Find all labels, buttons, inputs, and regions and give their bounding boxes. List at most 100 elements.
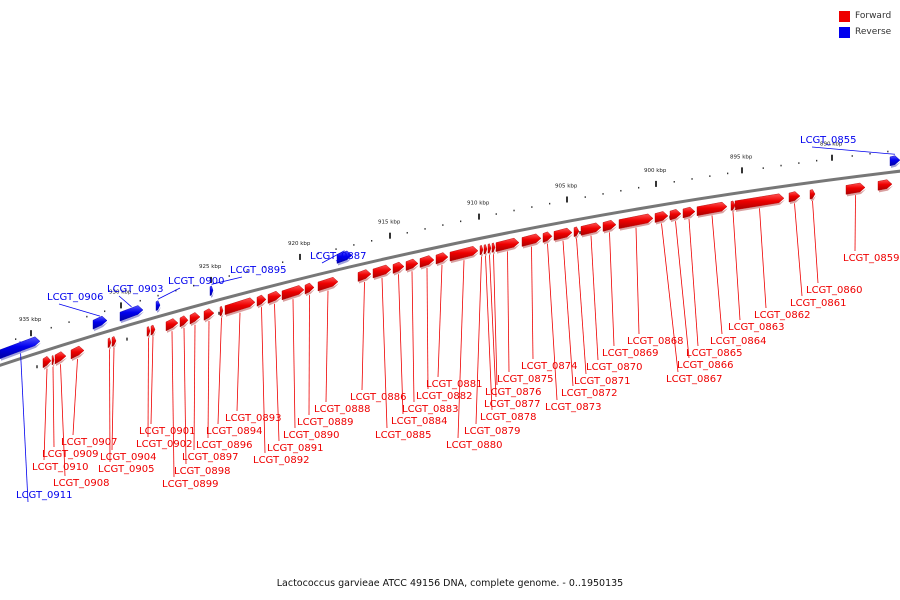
- forward-gene[interactable]: [372, 264, 392, 279]
- reverse-gene[interactable]: [119, 305, 144, 322]
- forward-gene[interactable]: [189, 312, 201, 325]
- gene-label: LCGT_0875: [497, 374, 554, 385]
- forward-gene[interactable]: [219, 305, 224, 317]
- forward-gene[interactable]: [669, 209, 682, 221]
- minor-tick: [460, 220, 462, 223]
- gene-shadow: [575, 232, 580, 239]
- gene-label: LCGT_0904: [100, 452, 157, 463]
- gene-shadow: [94, 322, 108, 332]
- forward-gene[interactable]: [357, 269, 372, 282]
- gene-label: LCGT_0887: [310, 251, 367, 262]
- leader-line: [308, 295, 310, 416]
- leader-line: [60, 364, 66, 477]
- forward-gene[interactable]: [877, 179, 893, 191]
- forward-gene[interactable]: [809, 189, 816, 200]
- minor-tick: [193, 284, 195, 287]
- leader-line: [547, 243, 558, 401]
- gene-label: LCGT_0874: [521, 361, 578, 372]
- reverse-gene[interactable]: [155, 300, 161, 312]
- forward-gene[interactable]: [281, 285, 305, 301]
- forward-gene[interactable]: [107, 337, 112, 349]
- reverse-gene[interactable]: [92, 315, 108, 330]
- forward-gene[interactable]: [203, 308, 215, 321]
- forward-gene[interactable]: [542, 231, 553, 243]
- forward-gene[interactable]: [487, 243, 492, 254]
- forward-gene[interactable]: [483, 244, 488, 255]
- forward-gene[interactable]: [165, 318, 179, 332]
- gene-label: LCGT_0889: [297, 417, 354, 428]
- leader-line: [688, 218, 699, 347]
- minor-tick: [335, 248, 337, 250]
- forward-gene[interactable]: [845, 182, 866, 195]
- forward-gene[interactable]: [573, 226, 580, 237]
- gene-shadow: [451, 252, 479, 264]
- minor-tick: [15, 338, 17, 340]
- forward-gene[interactable]: [419, 255, 435, 268]
- gene-shadow: [306, 288, 315, 297]
- reverse-gene[interactable]: [0, 336, 41, 360]
- forward-gene[interactable]: [553, 227, 573, 241]
- forward-gene[interactable]: [146, 326, 151, 337]
- forward-gene[interactable]: [654, 211, 669, 223]
- forward-gene[interactable]: [682, 206, 696, 219]
- minor-tick: [887, 150, 889, 153]
- forward-gene[interactable]: [730, 200, 736, 211]
- forward-gene[interactable]: [405, 258, 419, 271]
- minor-tick: [175, 289, 177, 292]
- leader-line: [193, 324, 196, 451]
- gene-label: LCGT_0863: [728, 322, 785, 333]
- leader-line: [411, 271, 415, 403]
- gene-label: LCGT_0909: [42, 449, 99, 460]
- leader-line: [43, 368, 48, 461]
- reverse-gene[interactable]: [209, 285, 214, 297]
- forward-gene[interactable]: [42, 356, 52, 369]
- forward-gene[interactable]: [256, 294, 267, 307]
- forward-gene[interactable]: [51, 355, 55, 366]
- forward-gene[interactable]: [317, 276, 339, 292]
- forward-gene[interactable]: [521, 233, 542, 247]
- gene-shadow: [732, 206, 736, 213]
- forward-gene[interactable]: [479, 245, 484, 256]
- gene-shadow: [493, 248, 496, 255]
- gene-label: LCGT_0896: [196, 440, 253, 451]
- forward-gene[interactable]: [70, 345, 85, 360]
- minor-tick: [406, 231, 408, 234]
- forward-gene[interactable]: [111, 336, 117, 347]
- leader-line: [292, 299, 296, 429]
- forward-gene[interactable]: [224, 297, 256, 315]
- gene-label: LCGT_0905: [98, 464, 155, 475]
- forward-gene[interactable]: [495, 237, 520, 252]
- forward-gene[interactable]: [179, 315, 189, 328]
- forward-gene[interactable]: [491, 242, 496, 253]
- forward-gene[interactable]: [618, 213, 654, 229]
- gene-shadow: [152, 331, 156, 338]
- gene-shadow: [53, 361, 55, 367]
- forward-gene[interactable]: [435, 252, 449, 265]
- gene-label: LCGT_0873: [545, 402, 602, 413]
- forward-gene[interactable]: [580, 222, 602, 236]
- forward-gene[interactable]: [449, 246, 479, 262]
- forward-gene[interactable]: [788, 191, 801, 203]
- gene-label: LCGT_0871: [574, 376, 631, 387]
- forward-gene[interactable]: [602, 219, 617, 232]
- leader-line: [489, 254, 497, 398]
- legend: Forward Reverse: [839, 9, 900, 41]
- reverse-gene[interactable]: [336, 250, 353, 264]
- gene-shadow: [221, 312, 224, 319]
- tick-label: 920 kbp: [288, 241, 311, 247]
- forward-gene[interactable]: [267, 290, 282, 304]
- forward-gene[interactable]: [696, 201, 728, 216]
- minor-tick: [246, 270, 248, 273]
- forward-gene[interactable]: [392, 261, 405, 274]
- forward-gene[interactable]: [54, 351, 67, 365]
- reverse-gene[interactable]: [889, 155, 900, 167]
- gene-label: LCGT_0876: [485, 387, 542, 398]
- forward-gene[interactable]: [150, 324, 156, 336]
- gene-shadow: [148, 332, 151, 339]
- leader-line: [111, 347, 115, 451]
- gene-label: LCGT_0890: [283, 430, 340, 441]
- leader-line: [325, 290, 329, 403]
- forward-gene[interactable]: [304, 282, 315, 295]
- gene-shadow: [319, 283, 339, 294]
- leader-line: [576, 238, 587, 375]
